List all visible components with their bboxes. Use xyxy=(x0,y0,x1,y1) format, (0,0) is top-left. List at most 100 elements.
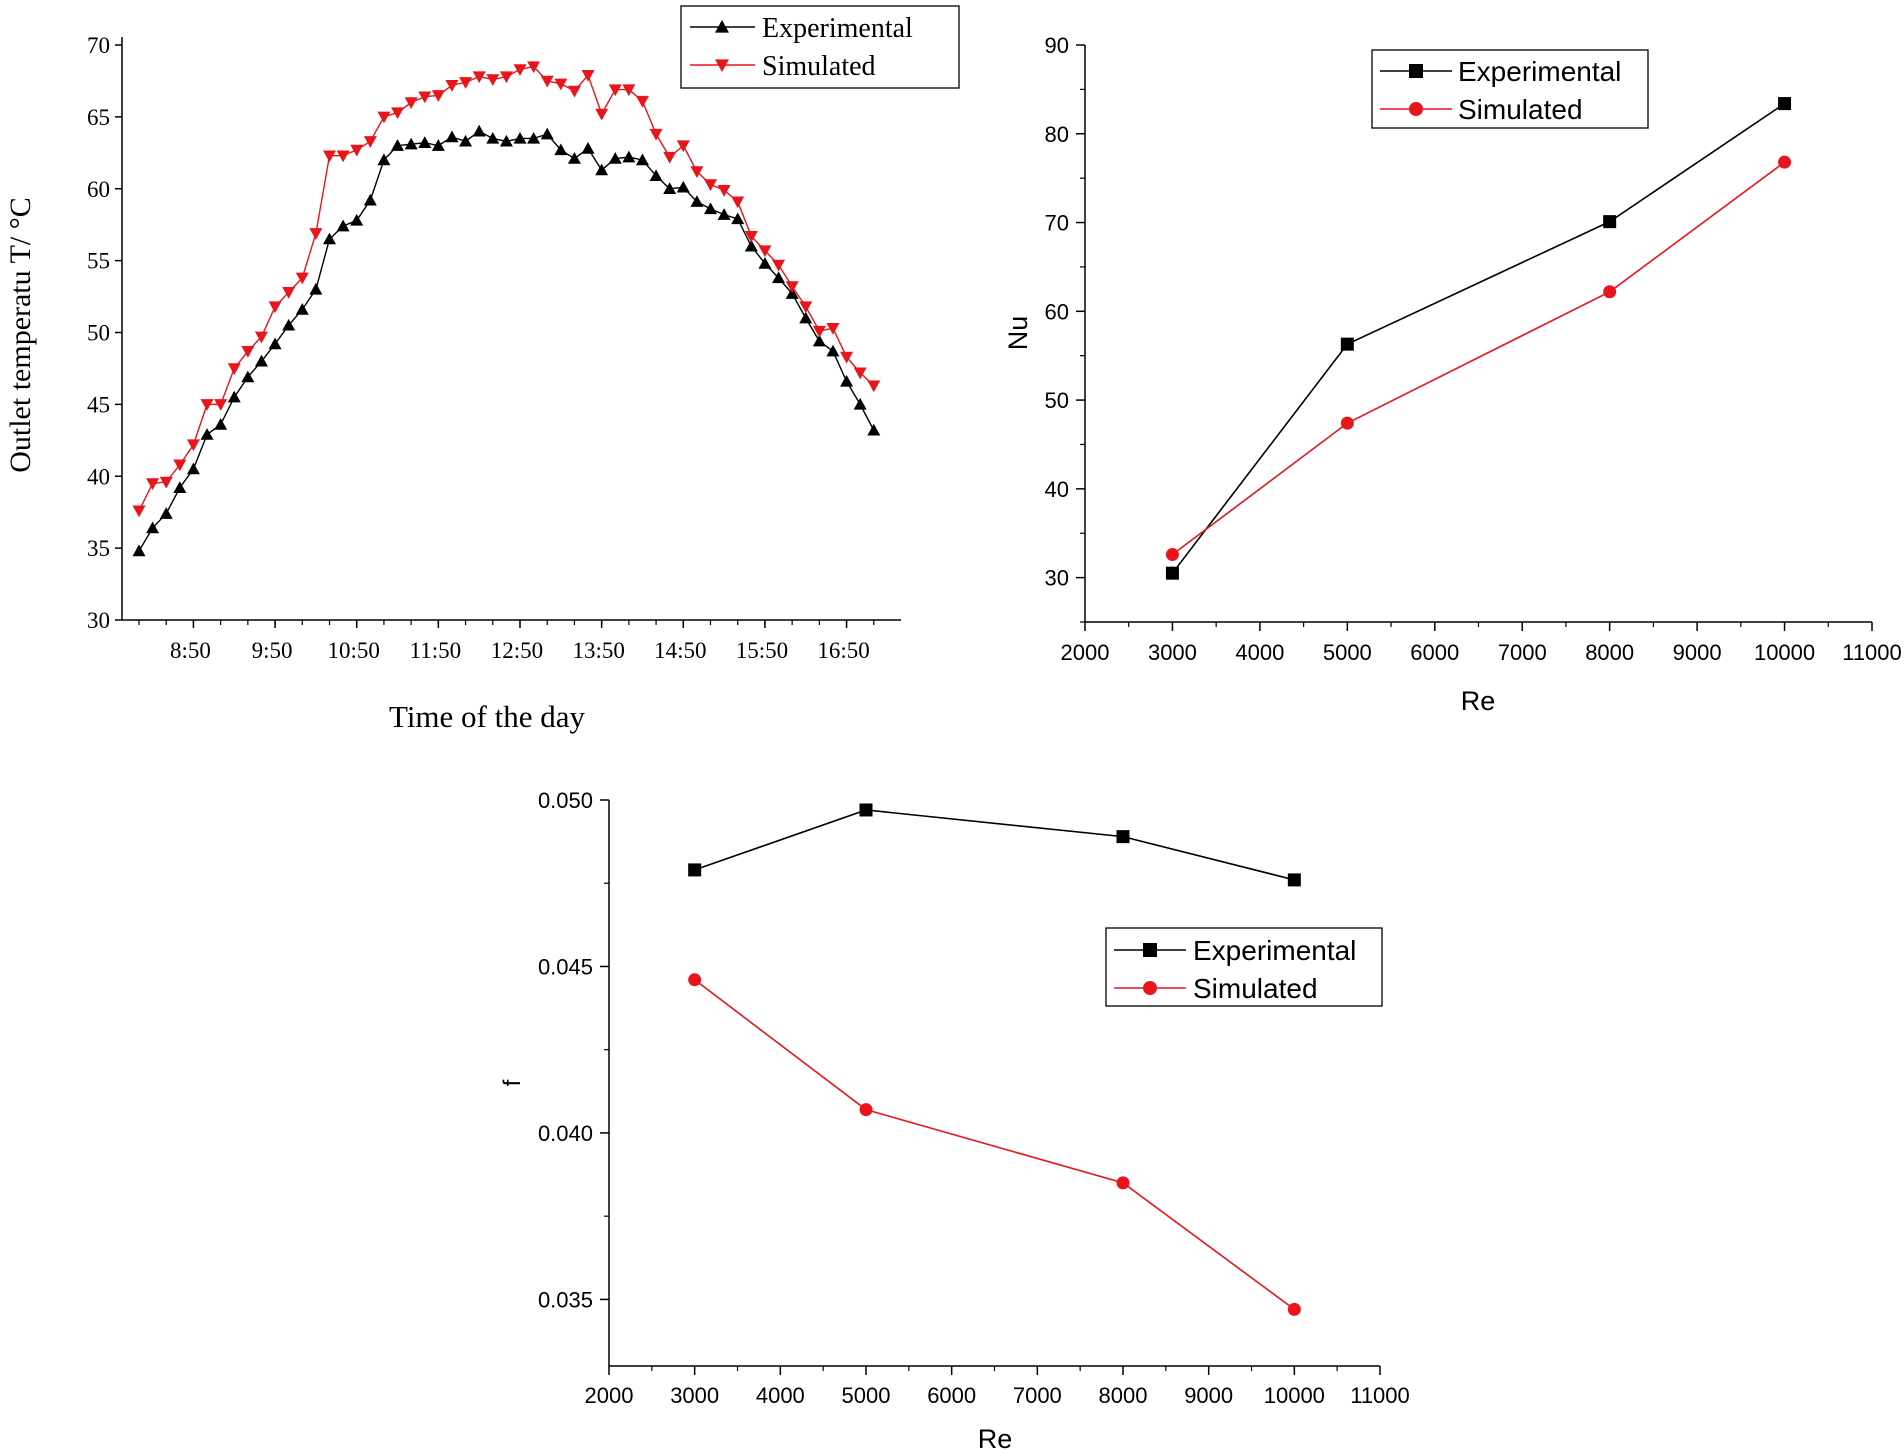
data-point xyxy=(649,169,663,182)
data-point xyxy=(282,318,296,331)
data-point xyxy=(785,287,799,299)
data-point xyxy=(717,208,731,220)
data-point xyxy=(227,363,241,375)
data-point xyxy=(309,228,323,240)
x-tick-label: 11000 xyxy=(1842,640,1902,665)
data-point xyxy=(688,973,702,987)
data-point xyxy=(350,213,364,226)
x-tick-label: 13:50 xyxy=(572,638,624,663)
data-point xyxy=(1165,548,1179,562)
data-point xyxy=(241,345,255,358)
data-point xyxy=(717,184,731,197)
data-point xyxy=(1603,215,1617,229)
series-line-simulated xyxy=(1171,161,1786,556)
x-tick-label: 16:50 xyxy=(817,638,869,663)
data-point xyxy=(704,179,717,191)
x-tick-label: 10000 xyxy=(1264,1383,1325,1408)
data-point xyxy=(758,257,772,269)
data-point xyxy=(391,139,405,151)
x-tick-label: 11:50 xyxy=(410,638,462,663)
x-tick-label: 4000 xyxy=(1235,640,1284,665)
y-tick-label: 60 xyxy=(87,177,110,202)
data-point xyxy=(445,80,459,92)
data-point xyxy=(459,77,473,89)
data-point xyxy=(554,143,568,156)
series-line-experimental xyxy=(138,130,875,552)
data-point xyxy=(295,272,309,285)
data-point xyxy=(635,153,649,166)
data-point xyxy=(132,544,146,557)
x-tick-label: 7000 xyxy=(1013,1383,1062,1408)
data-point xyxy=(853,367,867,380)
data-point xyxy=(859,1103,873,1117)
legend-label: Experimental xyxy=(1193,935,1356,966)
data-point xyxy=(186,439,200,452)
x-tick-label: 9:50 xyxy=(252,638,293,663)
data-point xyxy=(200,428,214,440)
data-point xyxy=(758,245,772,258)
y-tick-label: 0.040 xyxy=(538,1121,593,1146)
x-tick-label: 11000 xyxy=(1350,1383,1410,1408)
data-point xyxy=(772,271,786,284)
data-point xyxy=(404,97,418,109)
data-point xyxy=(513,131,527,144)
x-tick-label: 7000 xyxy=(1498,640,1547,665)
y-tick-label: 70 xyxy=(87,33,110,58)
data-point xyxy=(418,91,432,104)
data-point xyxy=(731,212,745,225)
data-point xyxy=(268,337,282,350)
data-point xyxy=(431,90,445,102)
data-point xyxy=(649,128,663,141)
data-point xyxy=(527,131,541,144)
x-tick-label: 6000 xyxy=(927,1383,976,1408)
x-tick-label: 8:50 xyxy=(170,638,211,663)
data-point xyxy=(840,351,854,364)
x-tick-label: 14:50 xyxy=(654,638,706,663)
x-axis-label: Re xyxy=(978,1424,1013,1450)
y-tick-label: 50 xyxy=(87,321,110,346)
data-point xyxy=(581,142,595,154)
data-point xyxy=(132,505,146,518)
data-point xyxy=(254,331,268,344)
data-point xyxy=(431,139,445,151)
legend: Experimental Simulated xyxy=(1371,49,1649,129)
y-tick-label: 40 xyxy=(87,464,110,489)
data-point xyxy=(744,230,758,243)
data-point xyxy=(663,182,677,194)
data-point xyxy=(472,124,486,137)
data-point xyxy=(282,287,296,299)
data-point xyxy=(1778,97,1792,111)
legend-box xyxy=(680,5,960,89)
x-tick-label: 3000 xyxy=(1148,640,1197,665)
x-tick-label: 4000 xyxy=(756,1383,805,1408)
data-point xyxy=(1165,566,1179,580)
data-point xyxy=(744,239,758,252)
data-point xyxy=(146,478,160,490)
data-point xyxy=(608,152,622,164)
data-point xyxy=(554,78,568,91)
legend-marker xyxy=(1143,981,1157,995)
y-tick-label: 40 xyxy=(1045,477,1069,502)
data-point xyxy=(690,195,704,207)
data-point xyxy=(350,144,364,157)
data-point xyxy=(241,370,255,383)
data-point xyxy=(567,85,581,98)
data-point xyxy=(513,64,527,76)
data-point xyxy=(867,423,881,436)
x-axis-label: Re xyxy=(1461,686,1496,716)
legend-label: Simulated xyxy=(1193,973,1318,1004)
series-line-simulated xyxy=(138,65,875,512)
data-point xyxy=(622,84,636,97)
data-point xyxy=(595,108,609,121)
data-point xyxy=(418,136,432,148)
y-tick-label: 35 xyxy=(87,536,110,561)
y-tick-label: 30 xyxy=(87,608,110,633)
y-tick-label: 0.035 xyxy=(538,1287,593,1312)
x-tick-label: 3000 xyxy=(670,1383,719,1408)
data-point xyxy=(146,521,160,534)
x-tick-label: 10:50 xyxy=(328,638,380,663)
data-point xyxy=(772,259,786,272)
y-tick-label: 55 xyxy=(87,249,110,274)
